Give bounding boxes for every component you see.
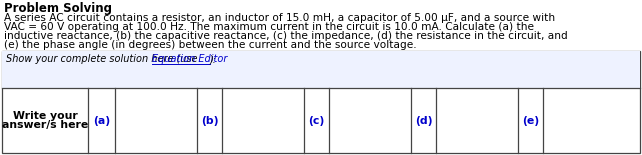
Text: A series AC circuit contains a resistor, an inductor of 15.0 mH, a capacitor of : A series AC circuit contains a resistor,…	[4, 13, 555, 23]
Text: inductive reactance, (b) the capacitive reactance, (c) the impedance, (d) the re: inductive reactance, (b) the capacitive …	[4, 31, 568, 41]
Text: VAC = 60 V operating at 100.0 Hz. The maximum current in the circuit is 10.0 mA.: VAC = 60 V operating at 100.0 Hz. The ma…	[4, 22, 534, 32]
Text: (a): (a)	[93, 115, 110, 126]
Text: ):: ):	[210, 54, 217, 64]
Text: answer/s here: answer/s here	[2, 120, 88, 130]
Text: Show your complete solution here (use: Show your complete solution here (use	[6, 54, 200, 64]
Text: (b): (b)	[201, 115, 218, 126]
Text: (e) the phase angle (in degrees) between the current and the source voltage.: (e) the phase angle (in degrees) between…	[4, 40, 417, 50]
Text: (e): (e)	[522, 115, 539, 126]
Text: Write your: Write your	[13, 111, 78, 121]
Text: (c): (c)	[308, 115, 325, 126]
Text: Problem Solving: Problem Solving	[4, 2, 112, 15]
Text: (d): (d)	[415, 115, 432, 126]
Text: Equation Editor: Equation Editor	[152, 54, 228, 64]
